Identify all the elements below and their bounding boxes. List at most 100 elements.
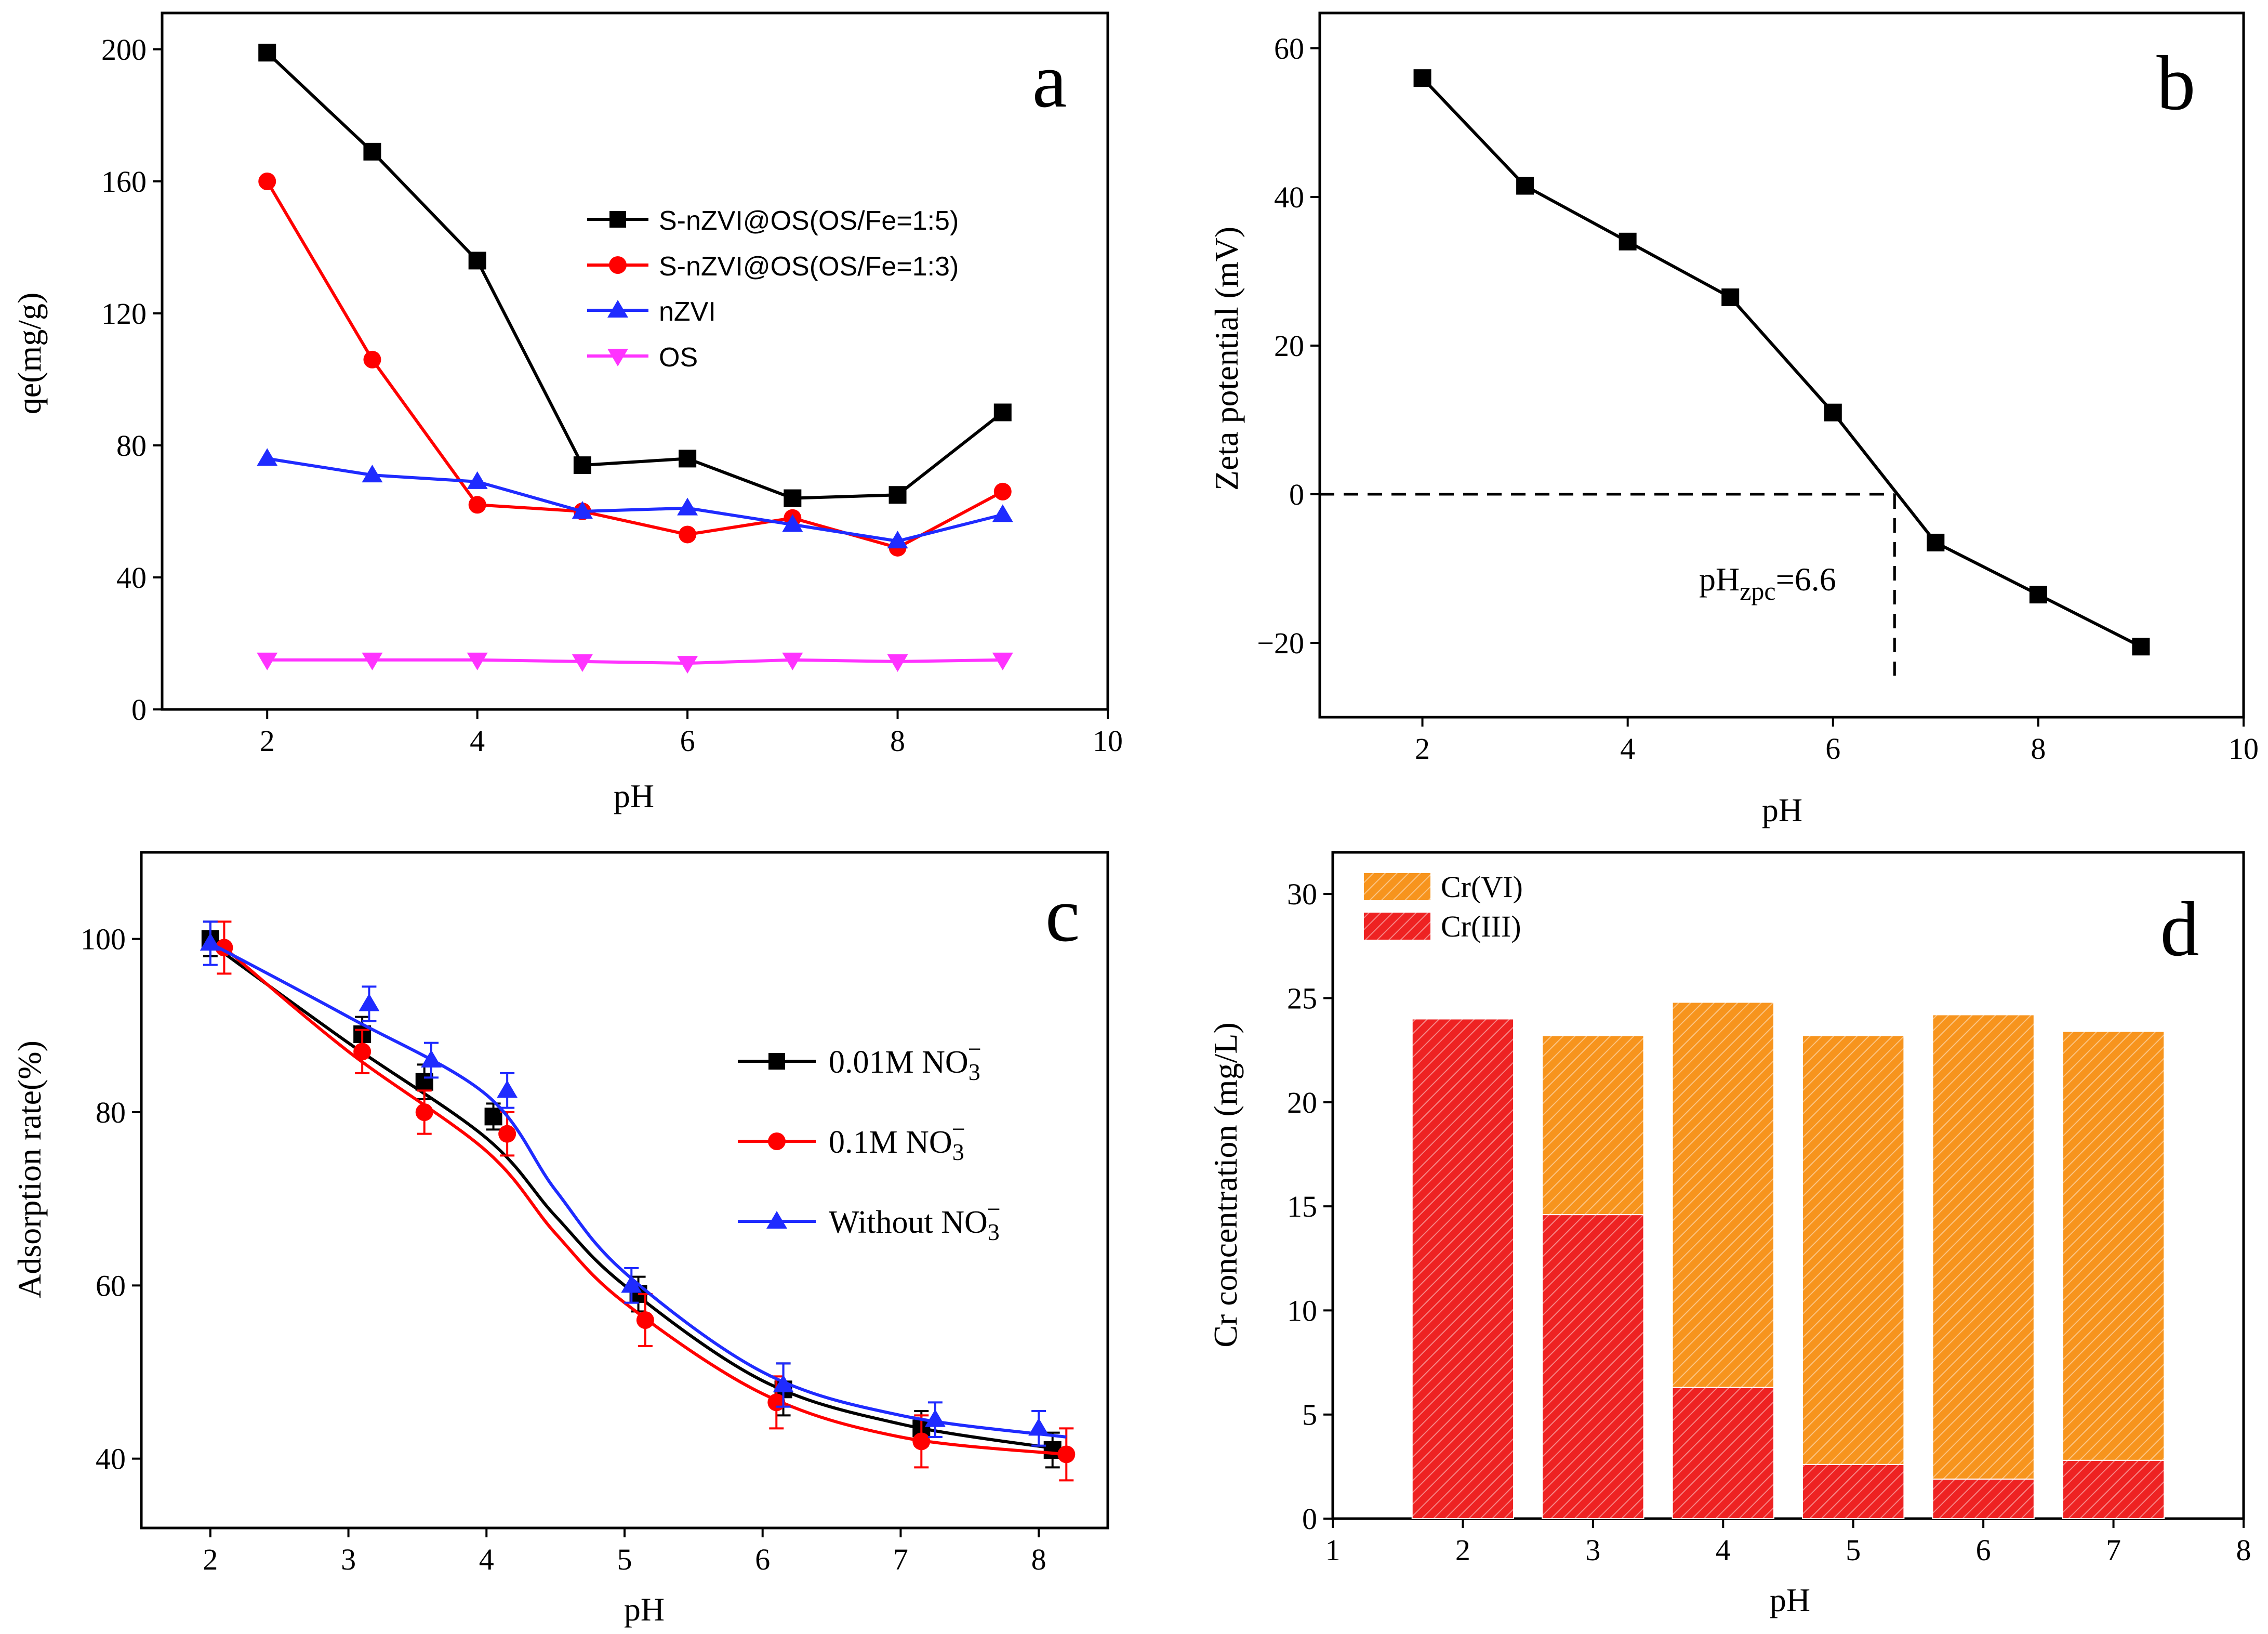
y-tick-label: 0 (131, 693, 147, 727)
fit-curve-1 (223, 946, 1067, 1456)
panel-d-frame (1331, 851, 2245, 1520)
legend-swatch-cr6-hatch (1364, 873, 1430, 900)
x-tick-label: 6 (1976, 1533, 1991, 1567)
y-tick-label: 160 (101, 165, 147, 199)
x-tick-label: 6 (1825, 732, 1840, 766)
legend-label-0-sub: 3 (969, 1059, 980, 1085)
legend-label-1-text: 0.1M NO (829, 1125, 952, 1160)
legend-label-2-sub: 3 (988, 1219, 1000, 1245)
x-tick-label: 8 (1031, 1543, 1046, 1576)
legend-label-2: Without NO3− (829, 1196, 1001, 1245)
x-tick-label: 5 (617, 1543, 632, 1576)
data-point-s3-7 (992, 652, 1013, 670)
x-tick-label: 7 (893, 1543, 908, 1576)
y-tick-label: 100 (81, 923, 126, 956)
legend-item-2: nZVI (587, 297, 716, 327)
bar-hatch-0-6 (1932, 1479, 2034, 1519)
x-tick-label: 3 (1585, 1533, 1600, 1567)
legend-item-0: S-nZVI@OS(OS/Fe=1:5) (587, 206, 959, 236)
series-line-1 (266, 180, 1004, 549)
y-tick-label: −20 (1257, 626, 1304, 660)
data-point-s3-3 (572, 654, 593, 672)
legend-marker-0 (768, 1053, 785, 1070)
bar-hatch-0-2 (1412, 1019, 1514, 1519)
legend-label-cr3: Cr(III) (1441, 910, 1521, 943)
panel-a-frame (161, 11, 1109, 711)
x-tick-label: 8 (2236, 1533, 2251, 1567)
data-point-s0-2 (468, 252, 486, 270)
panel-d-bars (1411, 1002, 2165, 1520)
legend-label-0-text: 0.01M NO (829, 1045, 969, 1080)
data-point-s3-1 (362, 652, 383, 670)
legend-item-1: S-nZVI@OS(OS/Fe=1:3) (587, 252, 959, 282)
x-tick-label: 2 (1415, 732, 1430, 766)
legend-marker-2 (766, 1211, 787, 1229)
data-point-s1-1 (353, 1043, 372, 1061)
data-point-s2-6 (924, 1409, 946, 1427)
data-point-s3-6 (887, 654, 908, 672)
y-tick-label: 20 (1287, 1086, 1317, 1119)
series-line-0 (266, 51, 1004, 500)
panel-b-letter: b (2157, 40, 2196, 126)
y-tick-label: 60 (96, 1269, 126, 1302)
panel-c-x-ticks: 2 3 4 5 6 7 8 (203, 1528, 1046, 1576)
data-point-s2-0 (257, 448, 278, 466)
x-tick-label: 8 (890, 724, 905, 758)
y-tick-label: 40 (96, 1442, 126, 1476)
x-tick-label: 7 (2106, 1533, 2121, 1567)
data-point-s2-4 (677, 497, 698, 516)
legend-label-1-sup: − (952, 1116, 965, 1142)
y-tick-label: 80 (96, 1096, 126, 1129)
x-tick-label: 4 (1716, 1533, 1731, 1567)
data-point-s0-3 (1721, 288, 1740, 307)
panel-a-ylabel: qe(mg/g) (11, 293, 48, 415)
legend-marker-0 (609, 211, 626, 228)
y-tick-label: 40 (1274, 180, 1304, 214)
legend-label-3: OS (659, 342, 698, 373)
bar-hatch-1-7 (2062, 1031, 2165, 1460)
data-point-s0-6 (888, 486, 907, 504)
data-point-s1-7 (993, 482, 1012, 500)
data-point-s1-2 (468, 496, 486, 514)
data-point-s0-5 (784, 489, 802, 507)
x-tick-label: 2 (1455, 1533, 1470, 1567)
data-point-s0-5 (1927, 533, 1945, 551)
panel-d-letter: d (2160, 886, 2199, 972)
x-tick-label: 10 (2229, 732, 2259, 766)
data-point-s1-3 (498, 1125, 516, 1143)
data-point-s1-4 (636, 1311, 654, 1329)
data-point-s1-7 (1057, 1445, 1076, 1464)
bar-hatch-1-5 (1802, 1035, 1904, 1465)
y-tick-label: 120 (101, 297, 147, 331)
bar-hatch-0-7 (2062, 1460, 2165, 1519)
legend-label-2-text: Without NO (829, 1205, 988, 1240)
legend-item-1: 0.1M NO3− (738, 1116, 965, 1165)
series-line-3 (267, 658, 1003, 665)
y-tick-label: 0 (1302, 1502, 1317, 1536)
data-point-s2-0 (200, 933, 221, 951)
data-point-s1-4 (679, 525, 697, 544)
data-point-s2-1 (359, 993, 380, 1011)
panel-d-ylabel: Cr concentration (mg/L) (1207, 1022, 1244, 1348)
y-tick-label: 10 (1287, 1294, 1317, 1327)
bar-hatch-1-3 (1542, 1035, 1644, 1215)
legend-label-0: 0.01M NO3− (829, 1036, 982, 1085)
panel-a-xlabel: pH (614, 778, 654, 814)
y-tick-label: 80 (116, 429, 147, 463)
x-tick-label: 6 (755, 1543, 770, 1576)
panel-a-x-ticks: 2 4 6 8 10 (260, 709, 1123, 758)
x-tick-label: 2 (260, 724, 275, 758)
x-tick-label: 2 (203, 1543, 218, 1576)
bar-hatch-0-5 (1802, 1464, 1904, 1519)
panel-c-ylabel: Adsorption rate(%) (11, 1040, 48, 1298)
data-point-s3-5 (782, 652, 803, 670)
data-point-s0-7 (2132, 638, 2150, 656)
y-tick-label: 200 (101, 33, 147, 67)
series-line-0 (1421, 77, 2142, 648)
panel-b-zpc-guides (1320, 493, 1896, 676)
bar-hatch-1-4 (1672, 1002, 1774, 1388)
panel-c-series (200, 920, 1076, 1482)
x-tick-label: 4 (470, 724, 485, 758)
panel-c-xlabel: pH (624, 1591, 665, 1628)
